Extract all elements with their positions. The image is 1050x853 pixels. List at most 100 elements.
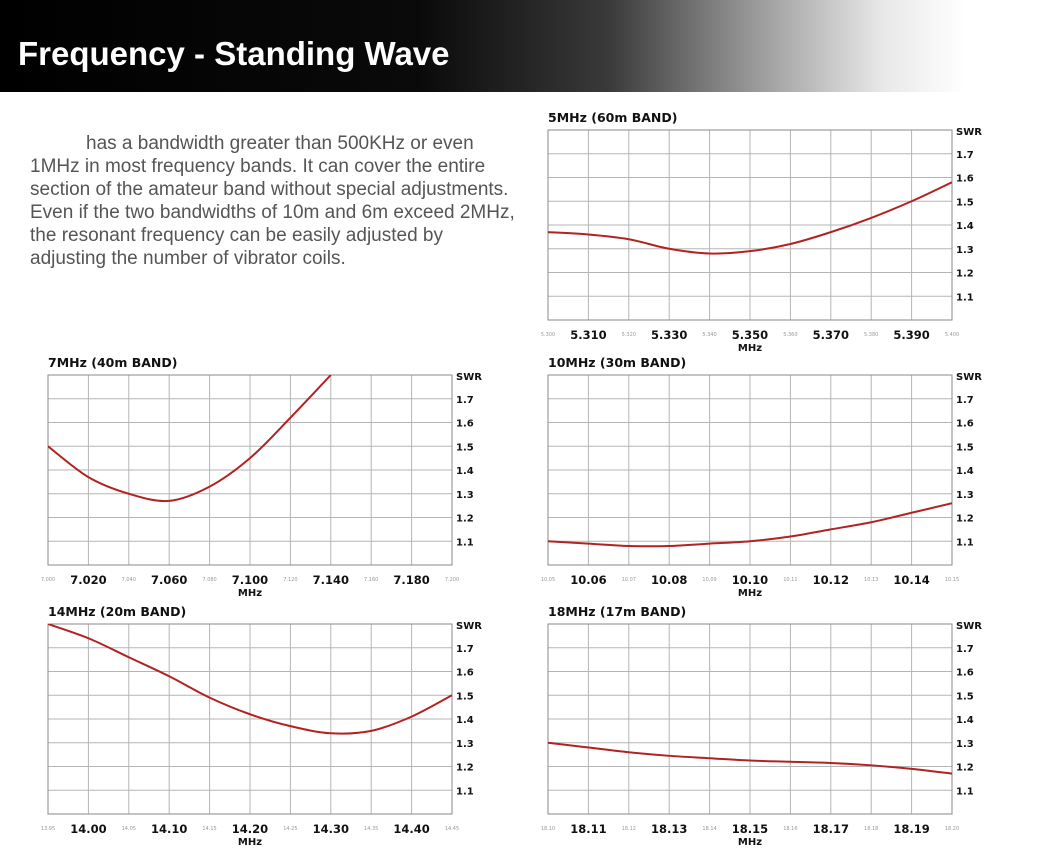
y-tick-label: 1.2: [456, 514, 474, 525]
x-tick-label-major: 14.10: [151, 822, 187, 836]
x-tick-label-minor: 14.15: [202, 826, 216, 832]
y-tick-label: 1.5: [456, 691, 474, 702]
y-tick-label: 1.5: [456, 442, 474, 453]
swr-curve: [548, 181, 952, 255]
x-tick-label-major: 5.390: [893, 328, 929, 342]
x-tick-label-major: 14.30: [313, 822, 349, 836]
y-axis-label: SWR: [456, 621, 482, 632]
y-tick-label: 1.4: [956, 715, 974, 726]
x-axis-label: MHz: [238, 837, 262, 848]
x-tick-label-minor: 7.040: [122, 577, 136, 583]
swr-chart-14mhz: 14MHz (20m BAND) SWR 1.1 1.2 1.3 1.4 1.5 1.6 1.7…: [41, 604, 482, 848]
plot-border: [47, 374, 453, 566]
x-tick-label-major: 5.370: [813, 328, 849, 342]
x-tick-label-minor: 14.05: [122, 826, 136, 832]
swr-chart-7mhz: 7MHz (40m BAND) SWR 1.1 1.2 1.3 1.4 1.5 1.6 1.7 7…: [41, 355, 482, 599]
x-tick-label-minor: 14.25: [283, 826, 297, 832]
y-tick-label: 1.7: [956, 150, 974, 161]
y-tick-label: 1.6: [956, 174, 974, 185]
x-tick-label-major: 18.19: [893, 822, 929, 836]
chart-title: 7MHz (40m BAND): [48, 355, 177, 370]
x-tick-label-major: 14.20: [232, 822, 268, 836]
x-tick-label-minor: 7.080: [202, 577, 216, 583]
y-tick-label: 1.7: [456, 644, 474, 655]
x-tick-label-minor: 10.15: [945, 577, 959, 583]
y-tick-label: 1.4: [956, 466, 974, 477]
x-tick-label-major: 18.15: [732, 822, 768, 836]
y-tick-label: 1.6: [956, 419, 974, 430]
title-bar: Frequency - Standing Wave: [0, 0, 1050, 92]
x-tick-label-major: 7.100: [232, 573, 268, 587]
y-tick-label: 1.1: [456, 537, 474, 548]
x-tick-label-major: 5.310: [570, 328, 606, 342]
y-tick-label: 1.6: [456, 668, 474, 679]
y-tick-label: 1.5: [956, 197, 974, 208]
x-tick-label-major: 14.00: [70, 822, 106, 836]
x-tick-label-minor: 5.360: [783, 332, 797, 338]
x-tick-label-minor: 7.000: [41, 577, 55, 583]
x-tick-label-minor: 5.340: [702, 332, 716, 338]
y-axis-label: SWR: [956, 127, 982, 138]
x-tick-label-major: 14.40: [393, 822, 429, 836]
x-tick-label-minor: 18.18: [864, 826, 878, 832]
y-tick-label: 1.2: [956, 763, 974, 774]
y-tick-label: 1.2: [956, 269, 974, 280]
x-tick-label-major: 7.060: [151, 573, 187, 587]
y-tick-label: 1.6: [956, 668, 974, 679]
x-tick-label-minor: 10.05: [541, 577, 555, 583]
plot-border: [547, 129, 953, 321]
x-tick-label-major: 7.180: [393, 573, 429, 587]
x-tick-label-minor: 14.35: [364, 826, 378, 832]
x-tick-label-minor: 5.300: [541, 332, 555, 338]
x-axis-label: MHz: [738, 588, 762, 599]
x-axis-label: MHz: [738, 343, 762, 354]
x-tick-label-minor: 18.20: [945, 826, 959, 832]
swr-curve: [548, 741, 952, 775]
y-tick-label: 1.1: [956, 786, 974, 797]
swr-chart-10mhz: 10MHz (30m BAND) SWR 1.1 1.2 1.3 1.4 1.5 1.6 1.7…: [541, 355, 982, 599]
x-tick-label-minor: 18.16: [783, 826, 797, 832]
y-tick-label: 1.2: [456, 763, 474, 774]
plot-border: [547, 374, 953, 566]
y-tick-label: 1.7: [456, 395, 474, 406]
x-tick-label-minor: 14.45: [445, 826, 459, 832]
x-tick-label-minor: 10.11: [783, 577, 797, 583]
chart-title: 10MHz (30m BAND): [548, 355, 686, 370]
description-line: Even if the two bandwidths of 10m and 6m…: [30, 202, 515, 223]
y-tick-label: 1.6: [456, 419, 474, 430]
description-text: has a bandwidth greater than 500KHz or e…: [30, 132, 540, 270]
x-tick-label-minor: 18.14: [702, 826, 716, 832]
y-tick-label: 1.3: [456, 490, 474, 501]
x-tick-label-major: 10.14: [893, 573, 929, 587]
x-tick-label-major: 18.17: [813, 822, 849, 836]
x-tick-label-minor: 18.10: [541, 826, 555, 832]
x-tick-label-major: 10.10: [732, 573, 768, 587]
description-line: 1MHz in most frequency bands. It can cov…: [30, 156, 486, 177]
x-tick-label-major: 18.11: [570, 822, 606, 836]
y-axis-label: SWR: [956, 621, 982, 632]
y-tick-label: 1.3: [456, 739, 474, 750]
x-tick-label-minor: 10.07: [622, 577, 636, 583]
x-tick-label-minor: 5.320: [622, 332, 636, 338]
x-tick-label-minor: 5.400: [945, 332, 959, 338]
x-tick-label-major: 10.12: [813, 573, 849, 587]
description-line: has a bandwidth greater than 500KHz or e…: [86, 133, 474, 154]
description-line: section of the amateur band without spec…: [30, 179, 509, 200]
chart-title: 5MHz (60m BAND): [548, 110, 677, 125]
x-tick-label-minor: 13.95: [41, 826, 55, 832]
y-tick-label: 1.3: [956, 490, 974, 501]
x-tick-label-minor: 18.12: [622, 826, 636, 832]
x-axis-label: MHz: [238, 588, 262, 599]
swr-chart-5mhz: 5MHz (60m BAND) SWR 1.1 1.2 1.3 1.4 1.5 1.6 1.7 5…: [541, 110, 982, 354]
x-tick-label-minor: 10.09: [702, 577, 716, 583]
swr-chart-18mhz: 18MHz (17m BAND) SWR 1.1 1.2 1.3 1.4 1.5 1.6 1.7…: [541, 604, 982, 848]
swr-curve: [48, 624, 452, 735]
description-line: adjusting the number of vibrator coils.: [30, 248, 346, 269]
x-tick-label-minor: 10.13: [864, 577, 878, 583]
x-tick-label-major: 18.13: [651, 822, 687, 836]
y-tick-label: 1.1: [456, 786, 474, 797]
y-tick-label: 1.1: [956, 537, 974, 548]
x-tick-label-major: 5.350: [732, 328, 768, 342]
swr-curve: [548, 502, 952, 548]
x-tick-label-major: 7.140: [313, 573, 349, 587]
